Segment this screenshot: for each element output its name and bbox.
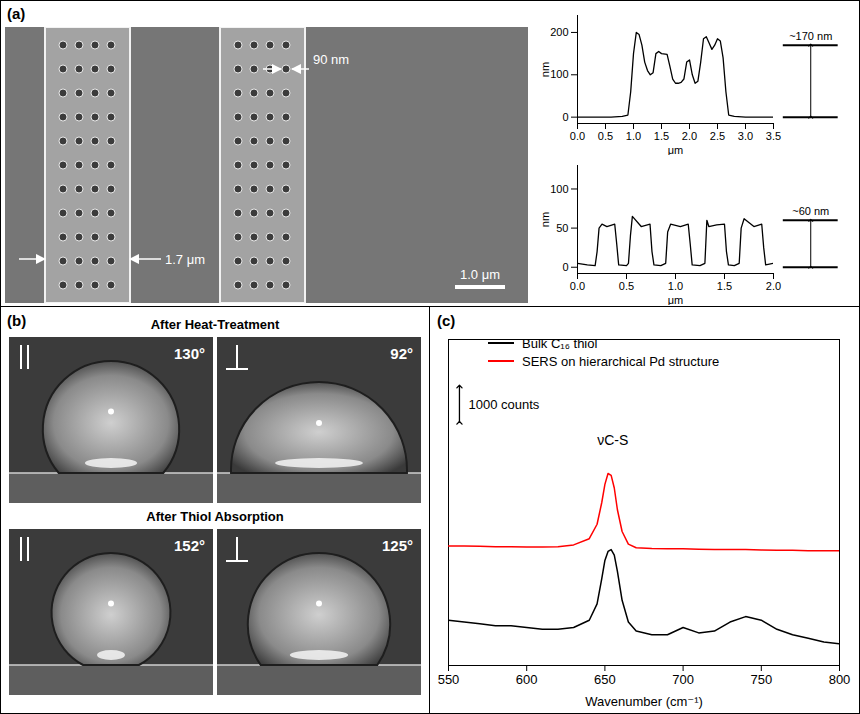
svg-text:νC-S: νC-S	[597, 432, 628, 448]
svg-text:130°: 130°	[174, 345, 205, 362]
svg-text:50: 50	[556, 222, 568, 234]
svg-text:μm: μm	[668, 294, 684, 306]
svg-text:~60 nm: ~60 nm	[792, 205, 829, 217]
svg-text:1.0 μm: 1.0 μm	[460, 267, 500, 282]
html-text:SERS on hierarchical Pd struct: SERS on hierarchical Pd structure	[522, 353, 720, 369]
svg-text:0: 0	[562, 261, 568, 273]
svg-text:152°: 152°	[174, 537, 205, 554]
svg-text:nm: nm	[539, 212, 551, 227]
svg-text:125°: 125°	[382, 537, 413, 554]
svg-text:1.5: 1.5	[717, 280, 732, 292]
svg-text:1.0: 1.0	[668, 280, 683, 292]
svg-text:0.5: 0.5	[598, 130, 613, 142]
svg-text:0.0: 0.0	[570, 130, 585, 142]
svg-text:800: 800	[829, 672, 851, 687]
svg-text:100: 100	[550, 68, 568, 80]
svg-text:μm: μm	[668, 144, 684, 156]
svg-text:Wavenumber (cm⁻¹): Wavenumber (cm⁻¹)	[585, 694, 703, 709]
html-text:After Heat-Treatment: After Heat-Treatment	[150, 317, 280, 332]
svg-text:3.0: 3.0	[738, 130, 753, 142]
svg-text:550: 550	[438, 672, 460, 687]
svg-text:0.5: 0.5	[619, 280, 634, 292]
svg-text:750: 750	[750, 672, 772, 687]
html-text:(b): (b)	[7, 312, 27, 329]
svg-text:0.0: 0.0	[570, 280, 585, 292]
svg-text:2.0: 2.0	[766, 280, 781, 292]
svg-text:1000 counts: 1000 counts	[468, 397, 539, 412]
html-text:(a): (a)	[7, 5, 26, 22]
svg-text:nm: nm	[539, 62, 551, 77]
svg-text:0: 0	[562, 111, 568, 123]
svg-text:2.0: 2.0	[682, 130, 697, 142]
svg-text:2.5: 2.5	[710, 130, 725, 142]
html-text:(c): (c)	[437, 312, 456, 329]
svg-text:92°: 92°	[390, 345, 413, 362]
svg-text:1.0: 1.0	[626, 130, 641, 142]
svg-text:100: 100	[550, 182, 568, 194]
svg-text:~170 nm: ~170 nm	[789, 30, 832, 42]
svg-text:1.5: 1.5	[654, 130, 669, 142]
html-text:Bulk C₁₆ thiol: Bulk C₁₆ thiol	[522, 335, 598, 351]
html-text:After Thiol Absorption: After Thiol Absorption	[146, 509, 284, 524]
svg-text:3.5: 3.5	[766, 130, 781, 142]
svg-text:90 nm: 90 nm	[313, 52, 349, 67]
svg-text:200: 200	[550, 26, 568, 38]
svg-text:700: 700	[672, 672, 694, 687]
svg-text:1.7 μm: 1.7 μm	[165, 252, 205, 267]
svg-text:650: 650	[594, 672, 616, 687]
svg-text:600: 600	[516, 672, 538, 687]
